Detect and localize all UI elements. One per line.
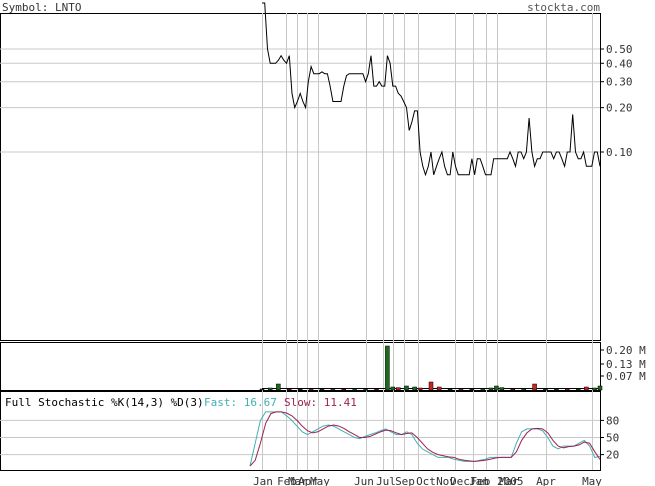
x-tick-label: Apr [536, 475, 556, 486]
volume-bar [390, 386, 396, 391]
volume-bar [417, 387, 423, 391]
volume-bar [510, 388, 516, 391]
x-tick-label: Mar [288, 475, 308, 486]
price-tick-label: 0.40 [606, 57, 633, 70]
price-panel-frame [0, 13, 601, 341]
volume-bar [521, 388, 526, 391]
volume-bar [308, 389, 314, 391]
volume-bar [267, 387, 273, 391]
stochastic-tick-label: 50 [606, 432, 619, 445]
volume-bar [276, 383, 281, 391]
volume-bar [488, 387, 494, 391]
volume-bar [412, 386, 417, 391]
stochastic-fast-line [249, 411, 601, 467]
stochastic-slow-line [249, 411, 601, 467]
x-tick-label: Oct [416, 475, 436, 486]
volume-bar [428, 381, 434, 391]
volume-bar [385, 345, 390, 391]
price-tick-label: 0.30 [606, 76, 633, 89]
price-tick-label: 0.20 [606, 102, 633, 115]
stochastic-title: Full Stochastic %K(14,3) %D(3) [5, 396, 204, 409]
price-tick-label: 0.50 [606, 43, 633, 56]
volume-bar [374, 388, 379, 391]
volume-bar [480, 389, 486, 391]
volume-bar [352, 389, 357, 391]
volume-bar [363, 389, 368, 391]
symbol-label: Symbol: LNTO [2, 1, 82, 14]
volume-bar [259, 388, 265, 391]
x-tick-label: Sep [395, 475, 415, 486]
x-tick-label: May [310, 475, 330, 486]
x-tick-label: Feb [277, 475, 297, 486]
price-series-line [262, 2, 600, 177]
volume-bar [396, 387, 401, 391]
volume-bar [565, 388, 570, 391]
site-name[interactable]: stockta.com [527, 1, 600, 14]
volume-bar [404, 385, 409, 391]
volume-tick-label: 0.20 M [606, 344, 646, 357]
x-tick-label: Jan [253, 475, 273, 486]
volume-bar [297, 388, 303, 391]
x-tick-label: Nov [436, 475, 456, 486]
volume-tick-label: 0.13 M [606, 358, 646, 371]
volume-bar [597, 385, 603, 391]
x-tick-label: Jan [469, 475, 489, 486]
stochastic-slow-label: Slow: 11.41 [284, 396, 357, 409]
price-tick-label: 0.10 [606, 146, 633, 159]
stochastic-panel-frame [0, 391, 601, 471]
volume-bar [584, 386, 589, 391]
volume-bar [494, 385, 499, 391]
stochastic-tick-label: 80 [606, 414, 619, 427]
volume-bar [543, 388, 548, 391]
volume-bar [447, 388, 453, 391]
x-tick-label: Feb 2005 [471, 475, 524, 486]
volume-bar [532, 383, 537, 391]
volume-bar [575, 388, 581, 391]
x-tick-label: Jul [376, 475, 396, 486]
volume-bar [330, 389, 336, 391]
stochastic-fast-label: Fast: 16.67 [204, 396, 277, 409]
x-tick-label: Dec [450, 475, 470, 486]
volume-bar [592, 387, 597, 391]
x-tick-label: Jun [354, 475, 374, 486]
volume-bar [554, 388, 559, 391]
volume-bar [499, 387, 505, 391]
x-tick-label: Apr [298, 475, 318, 486]
volume-tick-label: 0.07 M [606, 370, 646, 383]
volume-bar [287, 388, 292, 391]
volume-panel-frame [0, 342, 601, 391]
volume-bar [436, 386, 442, 391]
x-tick-label: May [582, 475, 602, 486]
volume-bar [319, 388, 325, 391]
volume-bar [341, 388, 347, 391]
volume-bar [458, 389, 464, 391]
volume-bar [469, 388, 475, 391]
x-tick-label: Mar [499, 475, 519, 486]
stochastic-tick-label: 20 [606, 449, 619, 462]
